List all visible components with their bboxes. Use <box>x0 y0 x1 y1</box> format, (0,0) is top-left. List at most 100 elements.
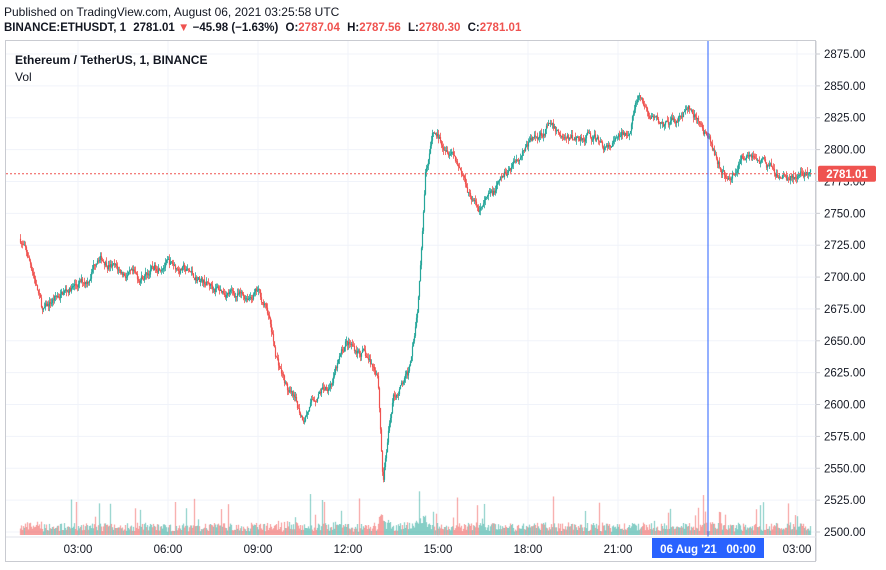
candle-body <box>26 252 29 257</box>
candle-body <box>670 117 673 122</box>
volume-bar <box>398 526 401 535</box>
volume-bar <box>253 524 256 535</box>
candle-body <box>747 155 750 157</box>
volume-bar <box>632 524 635 535</box>
candle-body <box>583 139 586 142</box>
price-tag-box <box>818 165 876 182</box>
volume-bar <box>807 528 810 535</box>
candle-body <box>408 365 411 371</box>
candle-body <box>396 394 399 396</box>
candle-body <box>336 362 339 369</box>
candle-body <box>575 136 578 141</box>
volume-bar <box>177 528 180 535</box>
candle-body <box>395 394 398 398</box>
candle-body <box>31 269 34 273</box>
candle-body <box>215 287 218 289</box>
volume-bar <box>489 526 492 535</box>
volume-bar <box>397 524 400 535</box>
candle-body <box>617 134 620 138</box>
x-tick-label: 09:00 <box>244 544 273 556</box>
candle-body <box>84 281 87 285</box>
candle-body <box>100 255 103 261</box>
candle-body <box>77 283 80 288</box>
volume-bar <box>444 527 447 535</box>
candle-body <box>230 289 233 291</box>
candle-body <box>643 105 646 107</box>
candle-body <box>616 137 619 139</box>
open-value: 2787.04 <box>298 22 340 34</box>
candle-body <box>78 280 81 284</box>
candle-body <box>243 296 246 299</box>
volume-bar <box>124 524 127 535</box>
volume-bar <box>471 530 474 535</box>
volume-bar <box>440 524 443 535</box>
candle-body <box>305 414 308 417</box>
candle-body <box>103 261 106 266</box>
volume-bar <box>743 526 746 535</box>
candle-body <box>648 116 651 118</box>
candle-body <box>599 141 602 142</box>
candle-body <box>287 390 290 392</box>
candle-body <box>737 164 740 171</box>
volume-bar <box>531 526 534 535</box>
candle-body <box>773 169 776 174</box>
candle-body <box>159 270 162 272</box>
candle-body <box>775 174 778 177</box>
volume-bar <box>569 526 572 535</box>
volume-bar <box>340 510 343 535</box>
candle-body <box>704 131 707 133</box>
volume-bar <box>138 525 141 535</box>
volume-bar <box>731 524 734 535</box>
volume-bar <box>619 528 622 535</box>
volume-bar <box>233 529 236 535</box>
candle-body <box>618 134 621 137</box>
candle-body <box>679 115 682 118</box>
volume-bar <box>155 529 158 535</box>
volume-bar <box>234 529 237 535</box>
candle-body <box>653 116 656 118</box>
candle-body <box>266 307 269 314</box>
candle-body <box>690 109 693 111</box>
candle-body <box>156 270 159 273</box>
candle-body <box>765 162 768 168</box>
candle-body <box>271 331 274 334</box>
volume-bar <box>648 524 651 535</box>
volume-bar <box>351 527 354 535</box>
candle-body <box>543 133 546 136</box>
candle-body <box>458 166 461 169</box>
volume-bar <box>355 528 358 535</box>
candle-body <box>733 174 736 176</box>
candle-body <box>92 264 95 270</box>
candle-body <box>565 137 568 139</box>
volume-bar <box>637 523 640 535</box>
volume-bar <box>208 524 211 535</box>
last-price: 2781.01 <box>133 22 175 34</box>
candle-body <box>297 408 300 409</box>
volume-bar <box>255 522 258 535</box>
candle-body <box>497 181 500 183</box>
volume-bar <box>519 528 522 535</box>
candle-body <box>261 302 264 303</box>
candle-body <box>792 175 795 180</box>
candle-body <box>551 123 554 125</box>
candle-body <box>229 289 232 292</box>
candle-body <box>314 401 317 403</box>
candle-body <box>524 146 527 152</box>
candle-body <box>299 412 302 417</box>
candle-body <box>32 272 35 276</box>
volume-bar <box>91 523 94 535</box>
candle-body <box>540 132 543 136</box>
volume-bar <box>159 526 162 535</box>
volume-bar <box>424 515 427 535</box>
volume-bar <box>369 526 372 535</box>
candle-body <box>380 429 383 452</box>
candle-body <box>413 335 416 342</box>
candle-body <box>312 399 315 401</box>
volume-bar <box>400 529 403 535</box>
volume-bar <box>294 517 297 535</box>
candle-body <box>397 394 400 396</box>
volume-bar <box>307 526 310 535</box>
volume-bar <box>495 529 498 535</box>
volume-bar <box>82 524 85 535</box>
